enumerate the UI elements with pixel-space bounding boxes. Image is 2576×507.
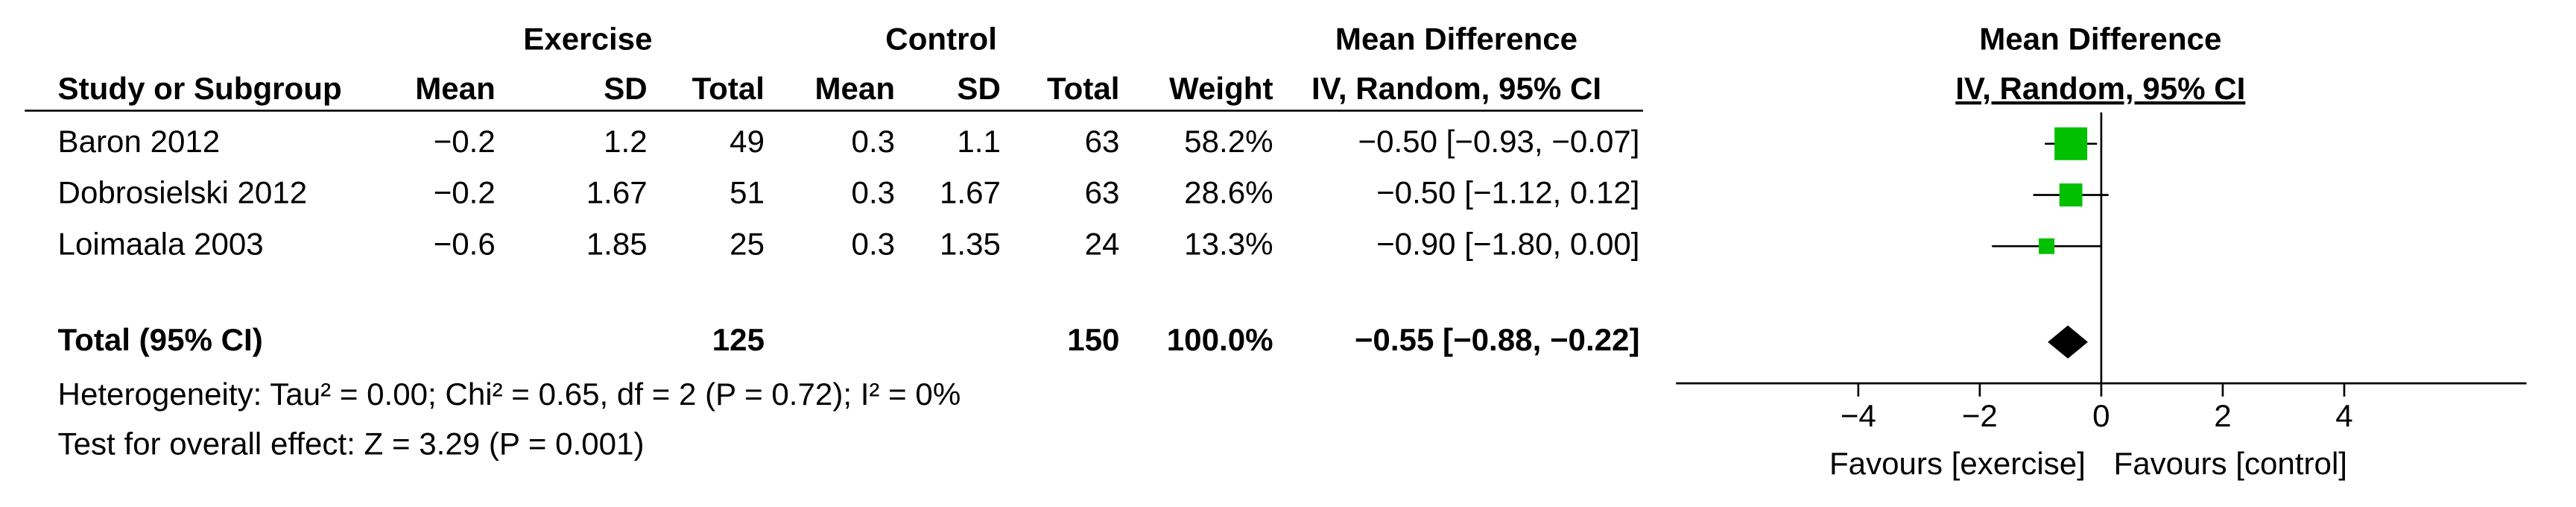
table-cell: 1.67	[940, 175, 1001, 210]
column-header: Mean	[814, 71, 895, 106]
effect-ci: −0.50 [−0.93, −0.07]	[1358, 124, 1639, 159]
group-header: Control	[885, 22, 997, 57]
effect-ci: −0.50 [−1.12, 0.12]	[1376, 175, 1639, 210]
column-header: Weight	[1169, 71, 1273, 106]
favours-left: Favours [exercise]	[1829, 446, 2086, 481]
x-tick-label: 4	[2335, 398, 2352, 433]
table-cell: 1.67	[586, 175, 648, 210]
study-name: Baron 2012	[58, 124, 221, 159]
weight: 13.3%	[1184, 226, 1273, 261]
favours-right: Favours [control]	[2114, 446, 2347, 481]
table-cell: 1.35	[940, 226, 1001, 261]
table-cell: −0.2	[434, 175, 496, 210]
column-header: Total	[692, 71, 765, 106]
total-effect-ci: −0.55 [−0.88, −0.22]	[1355, 322, 1640, 357]
weight: 58.2%	[1184, 124, 1273, 159]
overall-effect: Test for overall effect: Z = 3.29 (P = 0…	[58, 426, 645, 461]
study-name: Loimaala 2003	[58, 226, 264, 261]
column-header: IV, Random, 95% CI	[1311, 71, 1601, 106]
x-tick-label: 2	[2214, 398, 2231, 433]
effect-marker	[2059, 183, 2083, 207]
table-cell: 0.3	[852, 175, 896, 210]
x-tick-label: −2	[1962, 398, 1998, 433]
table-cell: 0.3	[852, 226, 896, 261]
total-weight: 100.0%	[1167, 322, 1273, 357]
effect-marker	[2039, 238, 2055, 254]
group-header: Exercise	[523, 22, 652, 57]
total-cell: 125	[712, 322, 765, 357]
column-header: Study or Subgroup	[58, 71, 342, 106]
table-cell: 63	[1085, 124, 1120, 159]
table-cell: 1.1	[957, 124, 1001, 159]
plot-title: Mean Difference	[1979, 22, 2221, 57]
table-cell: 1.2	[604, 124, 648, 159]
column-header: SD	[604, 71, 647, 106]
total-cell: 150	[1067, 322, 1119, 357]
effect-ci: −0.90 [−1.80, 0.00]	[1376, 226, 1639, 261]
heterogeneity: Heterogeneity: Tau² = 0.00; Chi² = 0.65,…	[58, 377, 961, 412]
table-cell: 1.85	[586, 226, 648, 261]
x-tick-label: 0	[2092, 398, 2110, 433]
table-cell: 49	[730, 124, 765, 159]
group-header: Mean Difference	[1335, 22, 1577, 57]
table-cell: 51	[730, 175, 765, 210]
column-header: Total	[1047, 71, 1119, 106]
weight: 28.6%	[1184, 175, 1273, 210]
plot-subtitle: IV, Random, 95% CI	[1955, 71, 2245, 106]
column-header: Mean	[415, 71, 496, 106]
study-name: Dobrosielski 2012	[58, 175, 308, 210]
column-header: SD	[957, 71, 1000, 106]
table-cell: 63	[1085, 175, 1120, 210]
table-cell: 0.3	[852, 124, 896, 159]
table-cell: 25	[730, 226, 765, 261]
table-cell: −0.2	[434, 124, 496, 159]
x-tick-label: −4	[1841, 398, 1876, 433]
summary-diamond	[2048, 325, 2088, 359]
table-cell: 24	[1085, 226, 1120, 261]
total-name: Total (95% CI)	[58, 322, 263, 357]
effect-marker	[2054, 127, 2088, 160]
table-cell: −0.6	[434, 226, 496, 261]
